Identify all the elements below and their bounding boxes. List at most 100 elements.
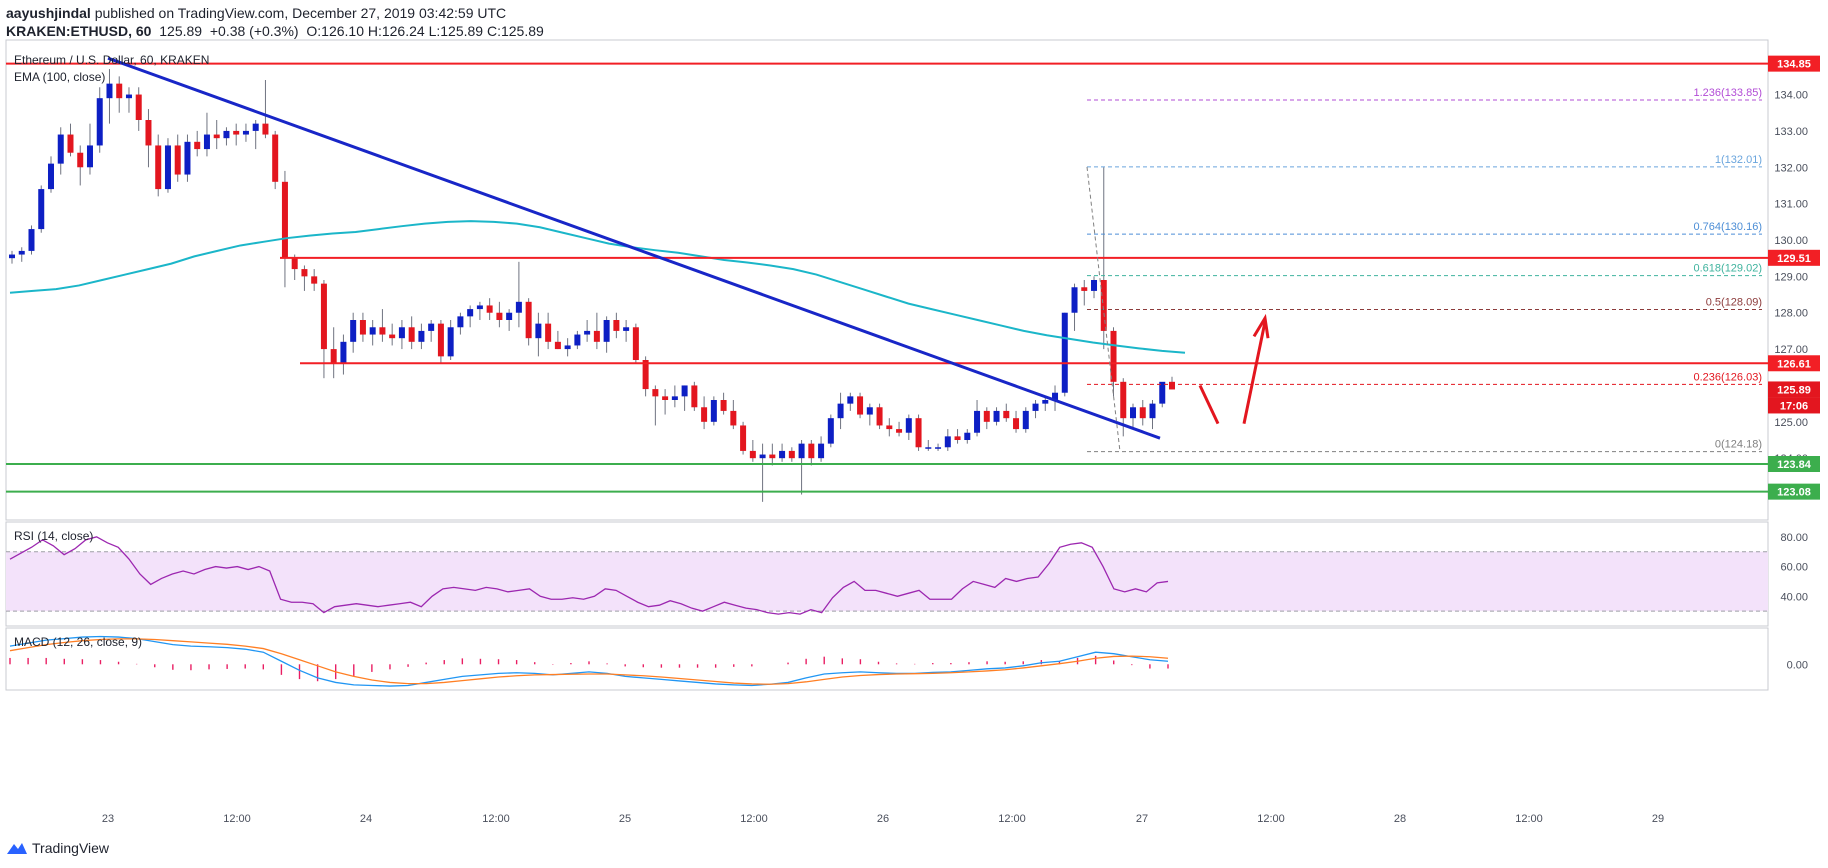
price-label-box — [1768, 483, 1820, 500]
candle-body — [613, 320, 620, 331]
candle-body — [184, 141, 191, 175]
tradingview-logo-icon — [7, 843, 27, 854]
candle-body — [525, 301, 532, 339]
candle — [496, 301, 503, 328]
author-name[interactable]: aayushjindal — [6, 5, 91, 21]
price-change: +0.38 (+0.3%) — [209, 23, 299, 39]
candle-body — [1149, 403, 1156, 419]
candle — [116, 76, 123, 113]
rsi-legend: RSI (14, close) — [14, 529, 93, 543]
price-label: 17:06 — [1780, 400, 1808, 412]
arrow-head — [1252, 313, 1270, 339]
x-tick-label: 12:00 — [998, 813, 1026, 825]
candle — [262, 80, 269, 139]
candle-body — [1003, 410, 1010, 419]
rsi-tick-label: 60.00 — [1780, 562, 1808, 574]
candle — [593, 312, 600, 350]
candle-body — [1022, 410, 1029, 430]
candle — [876, 403, 883, 430]
candle — [1169, 376, 1175, 390]
candle-body — [964, 432, 971, 440]
candle — [38, 185, 45, 233]
candle — [1022, 407, 1029, 433]
candle-body — [720, 400, 727, 411]
candle — [691, 381, 698, 411]
x-tick-label: 12:00 — [482, 813, 510, 825]
symbol-name: KRAKEN:ETHUSD, 60 — [6, 23, 152, 39]
candle — [311, 269, 318, 291]
candle-body — [233, 130, 240, 135]
candle-body — [993, 410, 1000, 422]
x-tick-label: 24 — [360, 813, 372, 825]
candle — [535, 312, 542, 357]
candle-body — [457, 316, 464, 328]
candle-body — [350, 320, 357, 342]
y-tick-label: 130.00 — [1774, 235, 1808, 247]
price-label-box — [1768, 397, 1820, 414]
candle — [467, 305, 474, 328]
candle-body — [925, 447, 932, 449]
candle-body — [662, 396, 669, 400]
candle-body — [954, 436, 961, 440]
candle-body — [691, 385, 698, 408]
ema-legend: EMA (100, close) — [14, 70, 105, 84]
candle-body — [476, 305, 483, 310]
candle — [1003, 403, 1010, 422]
candle-body — [788, 450, 795, 459]
candle-body — [681, 385, 688, 397]
candle — [1013, 410, 1020, 433]
y-tick-label: 131.00 — [1774, 199, 1808, 211]
candle — [437, 320, 444, 364]
candle — [827, 414, 834, 448]
candle-body — [545, 323, 552, 342]
candle-body — [740, 425, 747, 451]
candle — [701, 396, 708, 430]
candle-body — [642, 360, 649, 390]
price-label-box — [1768, 249, 1820, 266]
candle-body — [1169, 381, 1175, 390]
candle — [545, 312, 552, 350]
candle-body — [593, 330, 600, 342]
candle-body — [1061, 312, 1068, 393]
candle-body — [242, 130, 249, 135]
candle — [603, 316, 610, 353]
candle — [954, 429, 961, 444]
price-label-box — [1768, 456, 1820, 472]
y-tick-label: 128.00 — [1774, 308, 1808, 320]
candle-body — [174, 145, 181, 175]
candle-body — [330, 349, 337, 364]
price-label: 123.84 — [1777, 459, 1812, 471]
candle — [1091, 276, 1098, 299]
trend-line — [107, 56, 1161, 440]
candle-body — [47, 163, 54, 190]
candle-body — [467, 309, 474, 317]
candle-body — [701, 407, 708, 422]
candle — [77, 145, 84, 186]
candle-body — [535, 323, 542, 339]
candle — [1130, 403, 1137, 430]
candle-body — [67, 134, 74, 153]
publish-details: published on TradingView.com, December 2… — [90, 5, 507, 21]
candle-body — [1091, 280, 1098, 291]
candle — [476, 301, 483, 320]
candle-body — [398, 327, 405, 339]
macd-line — [9, 635, 1169, 687]
candle — [155, 134, 162, 197]
footer-brand[interactable]: TradingView — [6, 840, 109, 856]
candle — [564, 338, 571, 357]
candle — [408, 316, 415, 350]
candle — [398, 320, 405, 350]
candle — [28, 225, 35, 255]
candle-body — [320, 283, 327, 350]
candle-body — [1130, 407, 1137, 419]
candle — [944, 429, 951, 451]
candle-body — [1120, 381, 1127, 419]
price-label-box — [1768, 55, 1820, 72]
fib-level-label: 0.618(129.02) — [1694, 263, 1763, 275]
candle — [1081, 280, 1088, 306]
price-label-box — [1768, 355, 1820, 372]
candle-body — [447, 327, 454, 357]
candle — [574, 330, 581, 350]
candle — [1110, 327, 1117, 397]
